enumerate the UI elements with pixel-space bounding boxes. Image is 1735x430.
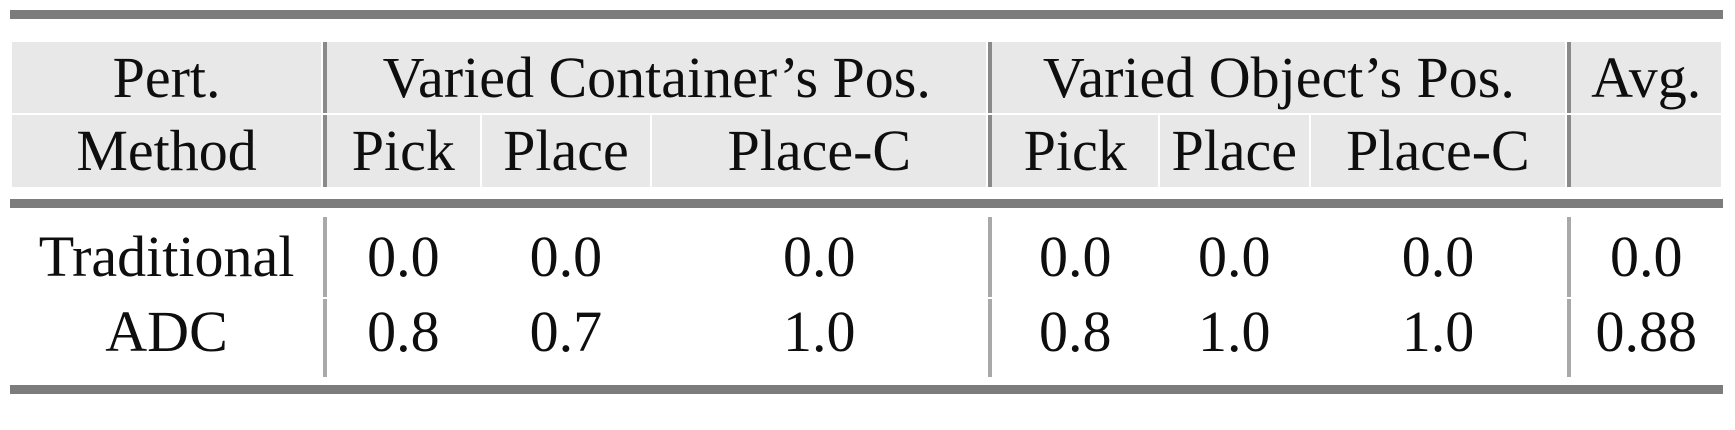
subheader-object-place-c: Place-C bbox=[1310, 115, 1566, 187]
subheader-object-pick: Pick bbox=[988, 115, 1158, 187]
value-cell: 0.7 bbox=[529, 299, 603, 364]
avg-value-cell: 0.0 bbox=[1567, 217, 1721, 297]
header-row-1: Pert. Varied Container’s Pos. Varied Obj… bbox=[12, 42, 1721, 113]
method-header: Method bbox=[12, 115, 322, 187]
value-cell: 0.0 bbox=[323, 217, 480, 297]
group-header-container-pos: Varied Container’s Pos. bbox=[323, 42, 987, 113]
table-row-traditional: Traditional 0.0 0.0 0.0 0.0 0.0 0.0 0.0 bbox=[12, 217, 1721, 297]
value-cell: 0.0 bbox=[1197, 224, 1271, 289]
value-cell: 0.0 bbox=[1401, 224, 1475, 289]
value-cell: 0.0 bbox=[529, 224, 603, 289]
value-cell: 0.0 bbox=[783, 224, 856, 289]
method-cell: ADC bbox=[105, 299, 228, 364]
results-table: Pert. Varied Container’s Pos. Varied Obj… bbox=[10, 40, 1723, 379]
value-cell: 0.0 bbox=[988, 217, 1158, 297]
value-cell: 0.8 bbox=[988, 299, 1158, 377]
avg-subheader-empty bbox=[1567, 115, 1721, 187]
header-row-2: Method Pick Place Place-C Pick Place Pla… bbox=[12, 115, 1721, 187]
subheader-object-place: Place bbox=[1159, 115, 1309, 187]
value-cell: 1.0 bbox=[1197, 299, 1271, 364]
subheader-container-pick: Pick bbox=[323, 115, 480, 187]
value-cell: 0.8 bbox=[323, 299, 480, 377]
value-cell: 1.0 bbox=[1401, 299, 1475, 364]
table-row-adc: ADC 0.8 0.7 1.0 0.8 1.0 1.0 0.88 bbox=[12, 299, 1721, 377]
value-cell: 1.0 bbox=[783, 299, 856, 364]
group-header-object-pos: Varied Object’s Pos. bbox=[988, 42, 1566, 113]
pert-header: Pert. bbox=[12, 42, 322, 113]
avg-value-cell: 0.88 bbox=[1567, 299, 1721, 377]
method-cell: Traditional bbox=[38, 224, 295, 289]
bottom-rule bbox=[10, 385, 1723, 394]
top-rule bbox=[10, 10, 1723, 19]
mid-rule bbox=[10, 199, 1723, 208]
subheader-container-place: Place bbox=[481, 115, 651, 187]
subheader-container-place-c: Place-C bbox=[652, 115, 987, 187]
avg-header: Avg. bbox=[1567, 42, 1721, 113]
